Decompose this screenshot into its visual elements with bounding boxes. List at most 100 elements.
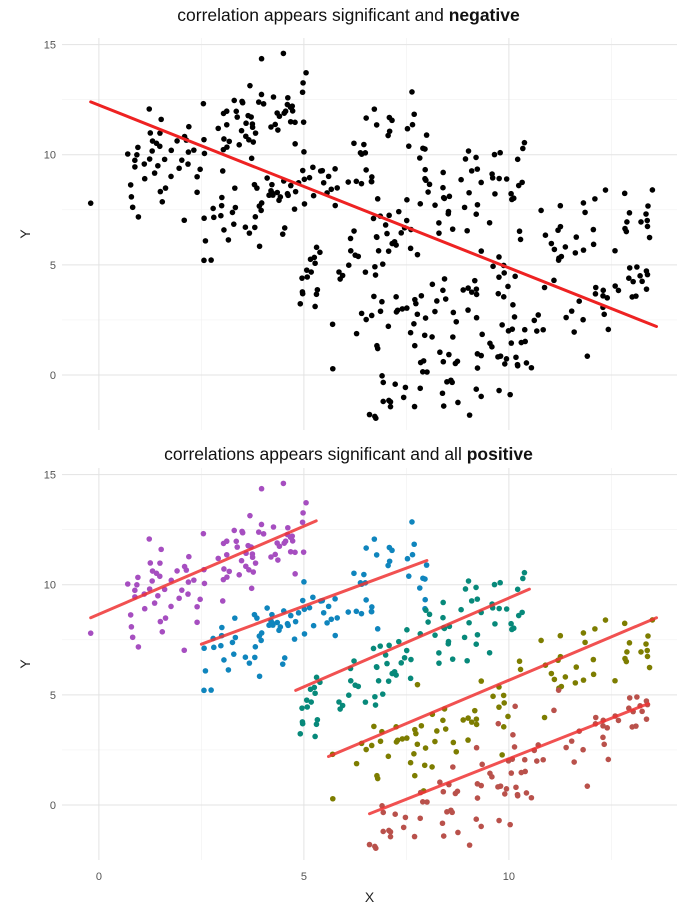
data-point (168, 147, 175, 154)
data-point (420, 145, 426, 152)
data-point (370, 215, 377, 222)
data-point-group-3 (426, 611, 433, 618)
data-point (194, 189, 200, 196)
data-point (624, 219, 630, 225)
bottom-y-axis-title: Y (17, 659, 33, 669)
data-point (446, 351, 452, 358)
data-point-group-3 (508, 620, 514, 627)
data-point-group-2 (373, 552, 380, 558)
data-point-group-3 (401, 654, 408, 661)
data-point-group-2 (219, 624, 225, 631)
data-point-group-4 (422, 745, 429, 751)
data-point (168, 173, 174, 180)
data-point (312, 260, 318, 267)
data-point (392, 381, 398, 387)
data-point-group-4 (644, 647, 651, 654)
data-point (310, 164, 316, 171)
data-point-group-4 (371, 723, 377, 730)
data-point (375, 247, 382, 254)
data-point (225, 237, 232, 243)
data-point (129, 204, 136, 211)
data-point (602, 187, 609, 193)
bottom-chart-title: correlations appears significant and all… (0, 444, 697, 465)
data-point (351, 140, 357, 147)
data-point-group-4 (557, 632, 564, 639)
data-point-group-5 (626, 695, 633, 701)
data-point (260, 101, 267, 107)
data-point (495, 290, 502, 297)
data-point (384, 230, 390, 237)
data-point-group-3 (386, 642, 392, 649)
data-point (551, 277, 557, 284)
data-point (272, 121, 279, 128)
data-point-group-5 (424, 799, 430, 805)
data-point (320, 179, 327, 186)
data-point-group-4 (385, 753, 392, 760)
data-point-group-4 (621, 620, 628, 627)
data-point (511, 314, 518, 320)
data-point (474, 166, 481, 172)
data-point (646, 234, 653, 241)
data-point (512, 273, 518, 280)
data-point-group-4 (551, 676, 558, 683)
data-point (562, 244, 569, 250)
data-point (502, 791, 508, 797)
data-point-group-1 (132, 587, 138, 594)
data-point-group-1 (124, 581, 131, 587)
data-point (440, 287, 446, 294)
data-point-group-3 (473, 641, 480, 647)
data-point (541, 284, 548, 291)
data-point (186, 123, 192, 130)
data-point-group-3 (436, 660, 442, 666)
data-point (223, 121, 230, 128)
data-point-group-2 (301, 631, 308, 637)
data-point (429, 334, 435, 340)
data-point-group-2 (325, 603, 332, 610)
data-point (615, 287, 622, 294)
data-point (496, 387, 502, 394)
data-point-group-5 (495, 720, 502, 727)
data-point (486, 219, 493, 226)
data-point (239, 98, 245, 105)
data-point-group-4 (490, 693, 496, 700)
data-point-group-3 (486, 649, 493, 656)
data-point-group-5 (387, 833, 394, 840)
data-point (474, 365, 481, 371)
data-point-group-5 (540, 756, 546, 763)
fit-line-group-2 (199, 558, 429, 646)
data-point-group-4 (573, 664, 580, 670)
data-point (453, 318, 460, 325)
data-point-group-3 (313, 674, 320, 681)
data-point-group-1 (168, 603, 174, 610)
data-point-group-3 (391, 668, 398, 675)
data-point-group-3 (307, 686, 314, 693)
data-point (411, 403, 418, 410)
data-point-group-3 (336, 699, 342, 705)
data-point (462, 156, 469, 162)
data-point-group-4 (473, 721, 480, 728)
top-chart-title-bold: negative (448, 5, 520, 25)
data-point-group-1 (183, 567, 190, 573)
data-point-group-5 (555, 687, 562, 693)
data-point-group-4 (407, 759, 414, 766)
data-point-group-3 (464, 657, 470, 664)
data-point (626, 210, 633, 216)
data-point-group-4 (582, 639, 588, 646)
data-point-group-1 (162, 615, 169, 621)
bottom-chart-title-prefix: correlations appears significant and all (164, 444, 467, 464)
data-point (386, 212, 392, 219)
data-point-group-2 (299, 597, 306, 604)
data-point (211, 214, 217, 221)
data-point (622, 225, 628, 232)
data-point-group-5 (450, 764, 456, 770)
data-point (478, 179, 484, 186)
data-point (519, 179, 525, 186)
data-point (303, 69, 309, 76)
data-point-group-5 (419, 799, 426, 805)
data-point-group-5 (513, 784, 519, 791)
data-point-group-5 (473, 816, 480, 822)
data-point-group-4 (638, 649, 644, 655)
data-point (304, 274, 311, 280)
data-point (517, 236, 524, 243)
data-point-group-2 (229, 639, 236, 646)
